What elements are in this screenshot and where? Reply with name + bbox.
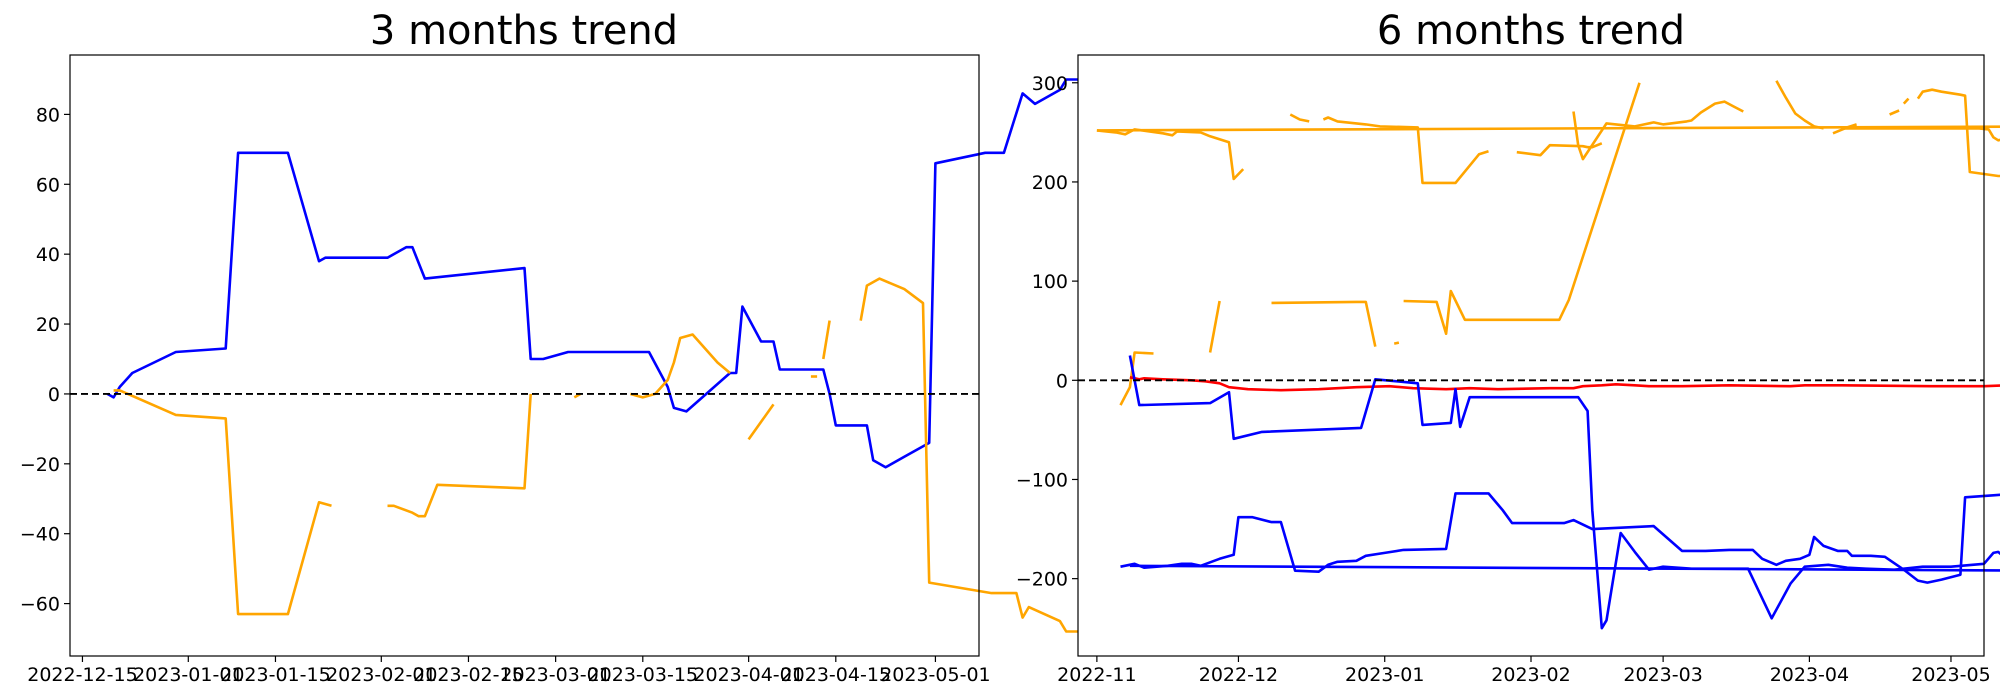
series-line: [1120, 492, 2000, 584]
x-tick-label: 2022-12: [1199, 664, 1278, 686]
series-line: [1289, 113, 1310, 123]
x-tick-label: 2023-02-15: [413, 664, 523, 686]
x-tick-label: 2023-02-01: [326, 664, 436, 686]
chart-title: 3 months trend: [370, 8, 678, 54]
x-tick-label: 2023-04: [1770, 664, 1849, 686]
x-tick-label: 2023-01-01: [133, 664, 243, 686]
x-tick-label: 2022-11: [1057, 664, 1136, 686]
series-line: [1096, 128, 1245, 181]
chart-6-months: 6 months trend 2022-11 2022-12 2023-01 2023…: [1016, 8, 2000, 686]
x-tick-label: 2023-01: [1345, 664, 1424, 686]
series-line: [1208, 300, 1221, 353]
series-line: [106, 78, 1079, 469]
series-line: [1403, 82, 1641, 336]
y-tick-label: 0: [48, 384, 60, 406]
y-tick-label: 100: [1032, 271, 1068, 293]
y-tick-label: 80: [36, 104, 60, 126]
x-tick-label: 2022-12-15: [27, 664, 137, 686]
y-tick-label: 60: [36, 174, 60, 196]
x-tick-label: 2023-03: [1623, 664, 1702, 686]
y-tick-label: −60: [20, 594, 60, 616]
y-tick-label: 300: [1032, 73, 1068, 95]
plot-area: [70, 55, 979, 656]
y-tick-label: 40: [36, 244, 60, 266]
series-line: [1572, 100, 1744, 161]
y-tick-label: −20: [20, 454, 60, 476]
x-tick-label: 2023-01-15: [220, 664, 330, 686]
series-line: [1916, 88, 2000, 178]
y-tick-label: −100: [1016, 469, 1068, 491]
x-tick-label: 2023-05-01: [880, 664, 990, 686]
series-line: [387, 393, 532, 518]
series-line: [1393, 341, 1400, 345]
axes-frame: [69, 54, 980, 657]
x-tick-label: 2023-03-01: [500, 664, 610, 686]
series-line: [1889, 109, 1900, 116]
x-tick-label: 2023-03-15: [588, 664, 698, 686]
y-tick-label: −200: [1016, 569, 1068, 591]
series-line: [747, 403, 775, 441]
series-line: [859, 277, 1079, 633]
series-line: [1902, 97, 1910, 105]
y-tick-label: 20: [36, 314, 60, 336]
series-line: [1129, 564, 2000, 572]
y-tick-label: 200: [1032, 172, 1068, 194]
chart-3-months: 3 months trend 2022-12-152023-01-012023-…: [20, 8, 1079, 686]
x-tick-label: 2023-04-15: [781, 664, 891, 686]
y-tick-label: 0: [1056, 370, 1068, 392]
x-tick-label: 2023-04-01: [693, 664, 803, 686]
series-line: [629, 333, 731, 399]
x-tick-label: 2023-02: [1491, 664, 1570, 686]
x-tick-label: 2023-05: [1911, 664, 1990, 686]
chart-title: 6 months trend: [1377, 8, 1685, 54]
y-tick-label: −40: [20, 524, 60, 546]
series-line: [1322, 116, 1489, 185]
series-line: [822, 320, 831, 360]
series-line: [1271, 300, 1377, 347]
series-line: [1096, 125, 2000, 132]
